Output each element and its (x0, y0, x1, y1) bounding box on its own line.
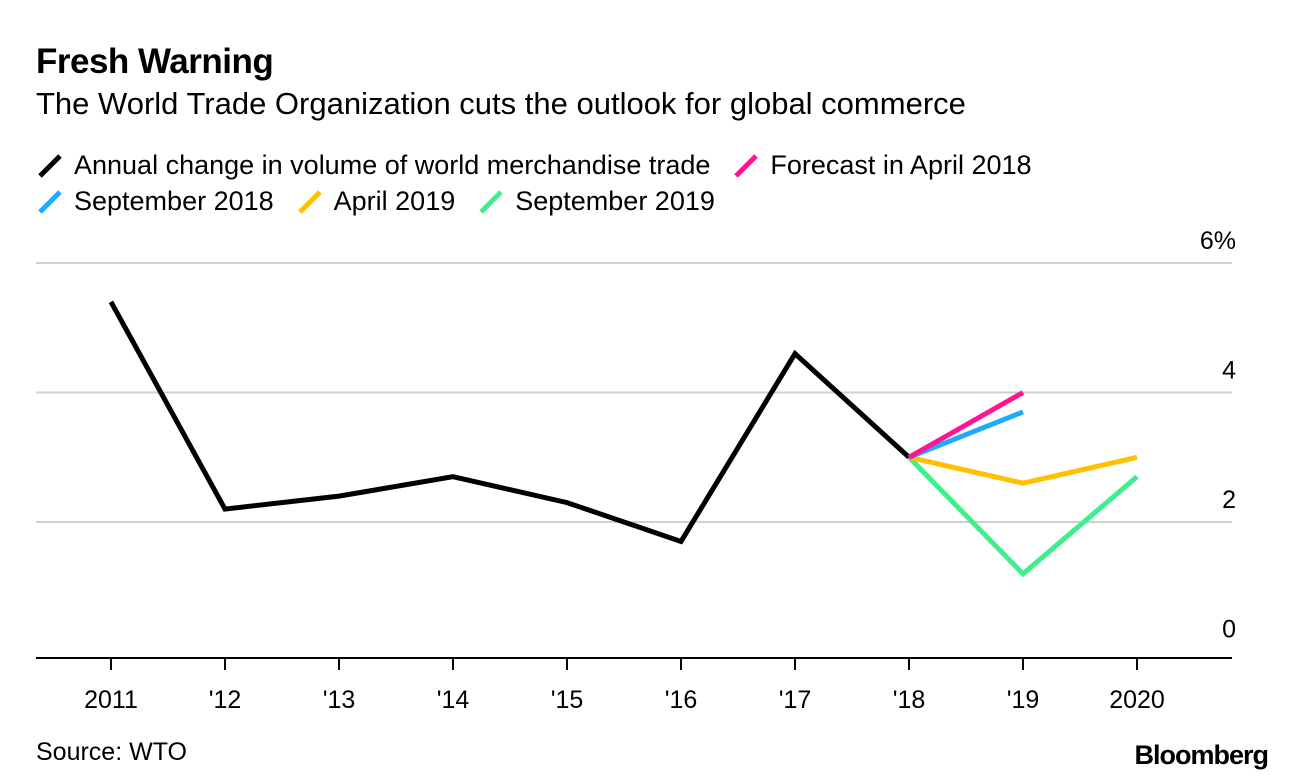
x-tick-label-0: 2011 (84, 686, 138, 714)
legend-item-september-2018: September 2018 (36, 186, 274, 217)
series-line-1 (907, 390, 1025, 460)
legend-label-april-2019: April 2019 (333, 186, 456, 216)
legend-swatch-actual (38, 153, 62, 178)
legend-item-april-2019: April 2019 (296, 186, 456, 217)
legend-label-april-2018: Forecast in April 2018 (770, 150, 1032, 180)
source-note: Source: WTO (36, 738, 187, 766)
x-tick-label-6: '17 (779, 686, 812, 714)
legend-label-september-2018: September 2018 (74, 186, 274, 216)
y-tick-label-3: 6% (1200, 227, 1236, 255)
legend-item-september-2019: September 2019 (477, 186, 715, 217)
legend-label-september-2019: September 2019 (515, 186, 715, 216)
series-line-3 (908, 454, 1138, 486)
brand-logo: Bloomberg (1134, 740, 1269, 770)
legend-label-actual: Annual change in volume of world merchan… (74, 150, 711, 180)
x-tick-label-3: '14 (437, 686, 470, 714)
legend-swatch-april-2018 (734, 153, 759, 178)
chart-subtitle: The World Trade Organization cuts the ou… (36, 86, 966, 121)
x-tick-label-1: '12 (209, 686, 242, 714)
legend-row-1: Annual change in volume of world merchan… (36, 150, 1054, 181)
series-line-4 (907, 455, 1139, 578)
series-line-0 (108, 300, 911, 545)
y-tick-label-0: 0 (1222, 616, 1236, 644)
x-tick-label-9: 2020 (1109, 686, 1165, 714)
legend-swatch-april-2019 (297, 189, 322, 214)
x-tick-label-4: '15 (551, 686, 584, 714)
y-tick-label-1: 2 (1222, 486, 1236, 514)
legend-swatch-september-2018 (38, 189, 62, 214)
x-tick-label-7: '18 (893, 686, 926, 714)
x-tick-label-5: '16 (665, 686, 698, 714)
legend-item-actual: Annual change in volume of world merchan… (36, 150, 710, 181)
legend-row-2: September 2018 April 2019 September 2019 (36, 186, 737, 217)
series-line-2 (908, 409, 1024, 460)
x-tick-label-8: '19 (1007, 686, 1040, 714)
legend-item-april-2018: Forecast in April 2018 (732, 150, 1032, 181)
y-tick-label-2: 4 (1222, 357, 1236, 385)
x-tick-label-2: '13 (323, 686, 356, 714)
chart-title: Fresh Warning (36, 42, 274, 81)
legend-swatch-september-2019 (479, 189, 504, 214)
